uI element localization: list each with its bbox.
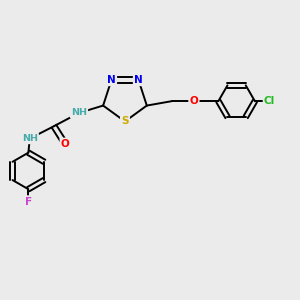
Text: S: S xyxy=(121,116,129,126)
Text: N: N xyxy=(134,75,143,85)
Text: N: N xyxy=(107,75,116,85)
Text: NH: NH xyxy=(71,108,87,117)
Text: O: O xyxy=(61,139,70,149)
Text: Cl: Cl xyxy=(264,96,275,106)
Text: F: F xyxy=(25,196,32,207)
Text: NH: NH xyxy=(22,134,38,143)
Text: O: O xyxy=(190,96,198,106)
